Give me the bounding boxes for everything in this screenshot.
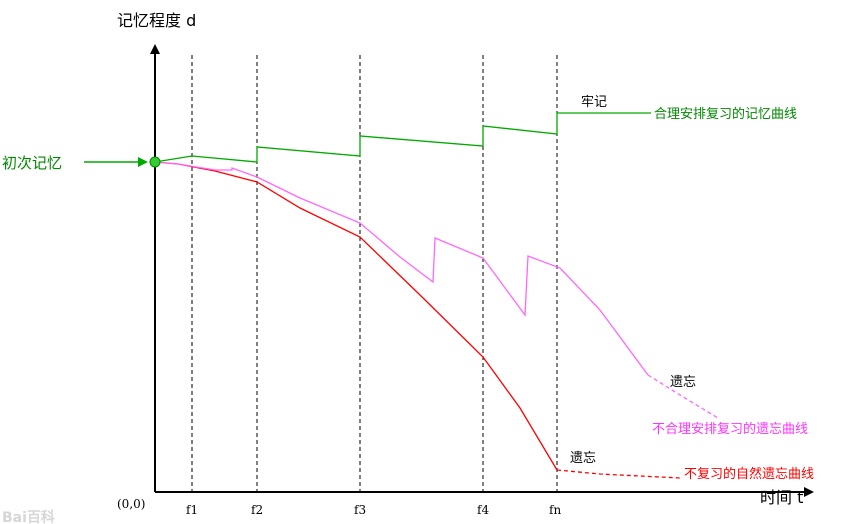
red-curve-label: 不复习的自然遗忘曲线	[684, 466, 814, 482]
tick-f2: f2	[251, 503, 263, 517]
origin-label: (0,0)	[117, 497, 145, 511]
tick-fn: fn	[549, 503, 561, 517]
y-axis-label: 记忆程度 d	[117, 11, 196, 30]
natural-forgetting-curve-tail	[556, 469, 681, 479]
initial-memory-point	[149, 156, 161, 168]
baidu-watermark: Bai百科	[2, 509, 55, 524]
improper-review-curve	[154, 161, 649, 376]
remember-label: 牢记	[581, 95, 607, 110]
tick-f1: f1	[186, 503, 198, 517]
pink-curve-label: 不合理安排复习的遗忘曲线	[652, 421, 808, 437]
forget-lower-label: 遗忘	[570, 451, 596, 466]
tick-f3: f3	[354, 503, 366, 517]
tick-f4: f4	[477, 503, 489, 517]
proper-review-curve	[154, 112, 605, 163]
x-axis-label: 时间 t	[760, 488, 803, 507]
natural-forgetting-curve	[154, 161, 558, 471]
green-curve-label: 合理安排复习的记忆曲线	[654, 106, 797, 122]
improper-review-curve-tail	[647, 374, 719, 419]
forget-upper-label: 遗忘	[670, 375, 696, 390]
initial-memory-label: 初次记忆	[2, 154, 62, 172]
